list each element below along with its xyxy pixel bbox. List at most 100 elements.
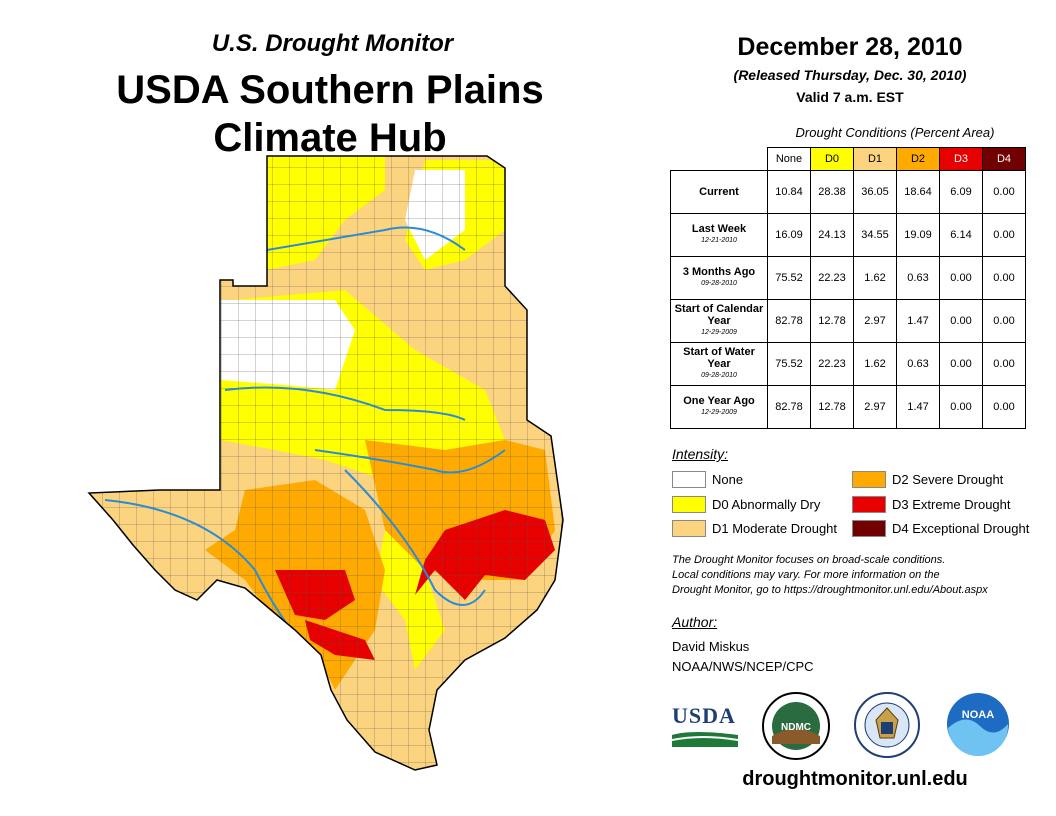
table-cell: 0.00 xyxy=(982,256,1026,300)
table-cell: 1.62 xyxy=(853,256,897,300)
map-title-line-1: USDA Southern Plains xyxy=(116,68,544,112)
row-label-text: 3 Months Ago xyxy=(682,266,756,278)
author-org: NOAA/NWS/NCEP/CPC xyxy=(672,659,814,674)
ndmc-logo-text: NDMC xyxy=(781,722,811,733)
legend-swatch-d0 xyxy=(672,496,706,513)
table-caption: Drought Conditions (Percent Area) xyxy=(795,125,995,140)
table-cell: 19.09 xyxy=(896,213,940,257)
river-arkansas xyxy=(266,226,466,251)
river-red xyxy=(314,449,506,474)
table-cell: 0.00 xyxy=(939,342,983,386)
row-label-date: 09-28-2010 xyxy=(701,372,737,379)
header-d0: D0 xyxy=(810,147,854,171)
drought-map xyxy=(87,155,564,771)
note-line-1: The Drought Monitor focuses on broad-sca… xyxy=(672,554,946,566)
doc-seal-logo xyxy=(854,692,920,758)
footer-url-link[interactable]: droughtmonitor.unl.edu xyxy=(742,768,968,790)
table-cell: 28.38 xyxy=(810,170,854,214)
table-row: Start of Water Year 09-28-2010 75.52 22.23 1… xyxy=(670,342,1026,386)
table-cell: 0.63 xyxy=(896,342,940,386)
table-cell: 0.00 xyxy=(982,213,1026,257)
row-label: Last Week 12-21-2010 xyxy=(670,213,768,257)
legend-label: D4 Exceptional Drought xyxy=(892,521,1030,536)
legend-item-none: None xyxy=(672,471,743,488)
table-cell: 2.97 xyxy=(853,299,897,343)
table-cell: 0.63 xyxy=(896,256,940,300)
row-label-text: One Year Ago xyxy=(683,395,755,407)
row-label-date: 09-28-2010 xyxy=(701,280,737,287)
noaa-logo-text: NOAA xyxy=(962,709,994,721)
map-title-line-2: Climate Hub xyxy=(213,116,447,160)
county-grid xyxy=(89,156,563,770)
row-label: Current xyxy=(670,170,768,214)
usda-logo-text: USDA xyxy=(672,703,736,728)
row-label-date: 12-29-2009 xyxy=(701,409,737,416)
table-cell: 18.64 xyxy=(896,170,940,214)
legend-label: D3 Extreme Drought xyxy=(892,497,1011,512)
table-cell: 75.52 xyxy=(767,342,811,386)
legend-label: D1 Moderate Drought xyxy=(712,521,838,536)
ndmc-logo: NDMC xyxy=(762,692,830,760)
legend-swatch-none xyxy=(672,471,706,488)
author-heading: Author: xyxy=(672,614,718,630)
legend-item-d3: D3 Extreme Drought xyxy=(852,496,1011,513)
row-label: Start of Calendar Year 12-29-2009 xyxy=(670,299,768,343)
row-label-text: Last Week xyxy=(691,223,747,235)
table-cell: 1.47 xyxy=(896,299,940,343)
noaa-logo: NOAA xyxy=(947,693,1009,756)
author-name: David Miskus xyxy=(672,639,750,654)
header-d2: D2 xyxy=(896,147,940,171)
table-cell: 0.00 xyxy=(982,342,1026,386)
header-d4: D4 xyxy=(982,147,1026,171)
table-cell: 82.78 xyxy=(767,299,811,343)
note-line-2: Local conditions may vary. For more info… xyxy=(672,569,940,581)
disclaimer-note: The Drought Monitor focuses on broad-sca… xyxy=(672,553,1032,598)
table-cell: 82.78 xyxy=(767,385,811,429)
row-label: One Year Ago 12-29-2009 xyxy=(670,385,768,429)
legend-title: Intensity: xyxy=(672,446,729,462)
legend-swatch-d3 xyxy=(852,496,886,513)
table-cell: 0.00 xyxy=(982,170,1026,214)
legend-label: D2 Severe Drought xyxy=(892,472,1004,487)
table-cell: 1.47 xyxy=(896,385,940,429)
table-cell: 16.09 xyxy=(767,213,811,257)
table-row: Current 10.84 28.38 36.05 18.64 6.09 0.00 xyxy=(670,170,1026,214)
table-cell: 75.52 xyxy=(767,256,811,300)
table-cell: 22.23 xyxy=(810,256,854,300)
table-row: Start of Calendar Year 12-29-2009 82.78 12.… xyxy=(670,299,1026,343)
map-subtitle: U.S. Drought Monitor xyxy=(211,30,454,57)
note-line-3: Drought Monitor, go to https://droughtmo… xyxy=(672,584,988,596)
table-cell: 22.23 xyxy=(810,342,854,386)
table-cell: 0.00 xyxy=(939,299,983,343)
map-date: December 28, 2010 xyxy=(737,33,963,61)
legend-label: None xyxy=(712,472,744,487)
table-cell: 2.97 xyxy=(853,385,897,429)
table-cell: 36.05 xyxy=(853,170,897,214)
table-header-row: None D0 D1 D2 D3 D4 xyxy=(671,147,1026,171)
legend-item-d4: D4 Exceptional Drought xyxy=(852,520,1029,537)
table-cell: 34.55 xyxy=(853,213,897,257)
river-brazos xyxy=(344,469,486,606)
legend-item-d0: D0 Abnormally Dry xyxy=(672,496,820,513)
table-cell: 12.78 xyxy=(810,385,854,429)
table-cell: 0.00 xyxy=(939,385,983,429)
row-label: Start of Water Year 09-28-2010 xyxy=(670,342,768,386)
table-cell: 12.78 xyxy=(810,299,854,343)
legend-item-d2: D2 Severe Drought xyxy=(852,471,1003,488)
author-block: David Miskus NOAA/NWS/NCEP/CPC xyxy=(672,637,814,677)
table-cell: 24.13 xyxy=(810,213,854,257)
table-row: Last Week 12-21-2010 16.09 24.13 34.55 19.09 6… xyxy=(670,213,1026,257)
usda-hills-icon xyxy=(672,732,738,747)
table-cell: 10.84 xyxy=(767,170,811,214)
row-label-date: 12-21-2010 xyxy=(701,237,737,244)
row-label: 3 Months Ago 09-28-2010 xyxy=(670,256,768,300)
legend-swatch-d1 xyxy=(672,520,706,537)
header-d1: D1 xyxy=(853,147,897,171)
legend-swatch-d4 xyxy=(852,520,886,537)
row-label-text: Start of Water Year xyxy=(683,346,755,370)
table-row: 3 Months Ago 09-28-2010 75.52 22.23 1.62 0.63… xyxy=(670,256,1026,300)
table-row: One Year Ago 12-29-2009 82.78 12.78 2.97 1.47… xyxy=(670,385,1026,429)
table-cell: 0.00 xyxy=(982,385,1026,429)
legend-swatch-d2 xyxy=(852,471,886,488)
usda-logo: USDA xyxy=(672,703,738,749)
